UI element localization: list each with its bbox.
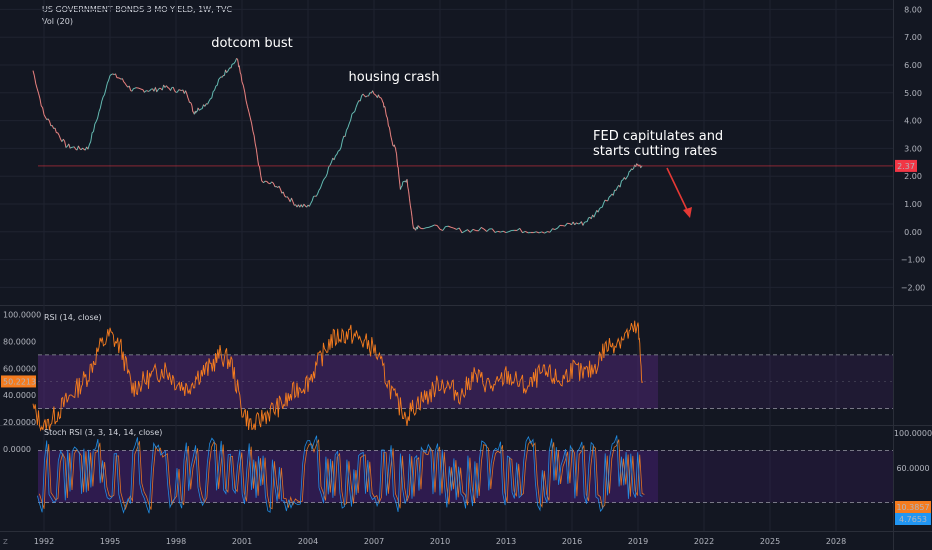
- current-price-value: 2.37: [897, 162, 915, 171]
- x-tick-label: 2007: [364, 537, 384, 546]
- timezone-button[interactable]: Z: [3, 538, 8, 546]
- price-tick-label: 8.00: [904, 5, 922, 14]
- current-price-badge: [895, 159, 917, 172]
- annotation-text: FED capitulates and: [593, 129, 723, 144]
- price-pane[interactable]: [32, 58, 893, 234]
- price-tick-label: 6.00: [904, 61, 922, 70]
- rsi-current-badge: [1, 375, 36, 388]
- x-tick-label: 1992: [34, 537, 54, 546]
- stoch-tick-label: 100.0000: [894, 429, 932, 438]
- x-tick-label: 1998: [166, 537, 186, 546]
- stoch-current-value: 4.7653: [899, 515, 927, 524]
- rsi-tick-label: 20.0000: [3, 418, 36, 427]
- rsi-band-extension: [658, 354, 893, 409]
- rsi-line: [32, 320, 643, 432]
- x-tick-label: 2010: [430, 537, 450, 546]
- annotation-text: housing crash: [349, 70, 440, 85]
- stoch-band-extension: [658, 450, 893, 503]
- annotation-text: starts cutting rates: [593, 144, 717, 159]
- annotation-arrow: [666, 167, 689, 213]
- annotation-text: dotcom bust: [211, 36, 293, 51]
- stoch-pane[interactable]: Stoch RSI (3, 3, 14, 14, close): [37, 428, 893, 514]
- stoch-current-badge: [895, 513, 931, 525]
- price-tick-label: 2.00: [904, 172, 922, 181]
- price-line: [32, 58, 643, 234]
- rsi-tick-label: 40.0000: [3, 391, 36, 400]
- x-tick-label: 2022: [694, 537, 714, 546]
- stoch-tick-label: 60.0000: [896, 464, 929, 473]
- rsi-tick-label: 60.0000: [3, 364, 36, 373]
- x-tick-label: 1995: [100, 537, 120, 546]
- stoch-current-badge: [895, 501, 931, 513]
- price-tick-label: 4.00: [904, 117, 922, 126]
- price-tick-label: −2.00: [901, 283, 926, 292]
- rsi-tick-label: 0.0000: [3, 445, 31, 454]
- price-tick-label: 5.00: [904, 89, 922, 98]
- rsi-tick-label: 100.0000: [3, 311, 41, 320]
- stoch-current-value: 10.3857: [896, 503, 929, 512]
- price-tick-label: 3.00: [904, 144, 922, 153]
- x-tick-label: 2013: [496, 537, 516, 546]
- annotations: dotcom bust housing crash FED capitulates …: [211, 36, 723, 218]
- x-tick-label: 2019: [628, 537, 648, 546]
- stoch-k-line: [37, 435, 643, 514]
- volume-indicator-label: Vol (20): [42, 17, 73, 26]
- rsi-tick-label: 80.0000: [3, 337, 36, 346]
- axes: 1992 1995 1998 2001 2004 2007 2010 2013 2016 2019…: [1, 5, 932, 546]
- price-tick-label: 0.00: [904, 228, 922, 237]
- x-tick-label: 2001: [232, 537, 252, 546]
- annotation-arrowhead: [683, 207, 692, 218]
- x-tick-label: 2025: [760, 537, 780, 546]
- rsi-title: RSI (14, close): [44, 313, 102, 322]
- price-tick-label: −1.00: [901, 256, 926, 265]
- rsi-current-value: 50.2213: [3, 377, 36, 386]
- x-tick-label: 2004: [298, 537, 318, 546]
- rsi-pane[interactable]: RSI (14, close): [32, 313, 893, 432]
- price-tick-label: 7.00: [904, 33, 922, 42]
- x-tick-label: 2028: [826, 537, 846, 546]
- x-tick-label: 2016: [562, 537, 582, 546]
- price-tick-label: 1.00: [904, 200, 922, 209]
- stoch-title: Stoch RSI (3, 3, 14, 14, close): [44, 428, 162, 437]
